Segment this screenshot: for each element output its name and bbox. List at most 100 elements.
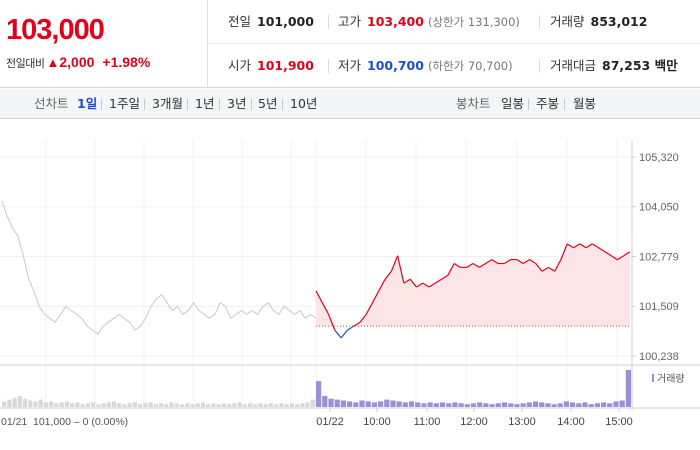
current-price: 103,000 (6, 14, 105, 46)
volume-bar (613, 401, 619, 407)
divider (328, 15, 329, 29)
volume-bar-prev-day (106, 402, 111, 407)
price-segment (478, 262, 486, 268)
volume-bar-prev-day (164, 404, 169, 407)
volume-bar-prev-day (190, 404, 195, 407)
y-tick-label: 101,509 (639, 301, 679, 313)
chart-toolbar: 선차트 1일 1주일 3개월 1년 3년 5년 10년 봉차트 일봉 주봉 월봉 (0, 89, 700, 119)
period-1y-tab[interactable]: 1년 (195, 96, 215, 111)
volume-bar-prev-day (122, 404, 127, 407)
price-segment (347, 325, 355, 331)
volume-bar-prev-day (138, 404, 143, 407)
divider (282, 99, 283, 110)
stat-value: 101,900 (257, 58, 314, 73)
stat-value: 100,700 (367, 58, 424, 73)
stat-high: 고가 103,400 (상한가 131,300) (338, 0, 520, 44)
stats-table: 전일 101,000 고가 103,400 (상한가 131,300) 거래량 853,… (208, 0, 700, 88)
price-segment (321, 302, 330, 315)
divider (219, 99, 220, 110)
price-segment (604, 251, 612, 257)
prev-day-label: 01/21 (1, 416, 27, 428)
price-segment (353, 321, 361, 327)
volume-bar-prev-day (242, 404, 247, 407)
period-5y-tab[interactable]: 5년 (258, 96, 278, 111)
volume-bar (495, 403, 501, 407)
volume-bar-prev-day (33, 401, 38, 407)
price-segment (422, 282, 430, 288)
period-1d-tab[interactable]: 1일 (77, 96, 98, 111)
y-tick-label: 100,238 (639, 351, 679, 363)
divider (101, 99, 102, 110)
price-segment (491, 259, 499, 265)
change-rate: +1.98% (102, 54, 151, 70)
stats-row-1: 전일 101,000 고가 103,400 (상한가 131,300) 거래량 853,… (208, 0, 700, 44)
y-tick-label: 102,779 (639, 252, 679, 264)
volume-bar-prev-day (274, 404, 279, 407)
volume-bar (483, 403, 489, 407)
volume-bar-prev-day (127, 403, 132, 407)
volume-bar (365, 401, 371, 407)
stat-volume: 거래량 853,012 (550, 0, 647, 44)
volume-bar-prev-day (132, 402, 137, 407)
price-segment (485, 259, 493, 265)
price-chart: 105,320 104,050 102,779 101,509 100,238 거래량 01… (0, 120, 700, 450)
volume-bar-prev-day (289, 403, 294, 407)
volume-bar (384, 399, 390, 407)
volume-bar (570, 402, 576, 407)
stats-row-2: 시가 101,900 저가 100,700 (하한가 70,700) 거래대금 87,2… (208, 44, 700, 88)
x-tick-label: 14:00 (557, 416, 585, 428)
lower-limit: (하한가 70,700) (427, 59, 513, 73)
price-segment (598, 247, 606, 253)
volume-bar-prev-day (17, 395, 22, 407)
price-segment (535, 263, 543, 272)
x-tick-label: 01/22 (316, 416, 344, 428)
volume-bar (316, 381, 322, 407)
volume-bar-prev-day (232, 403, 237, 407)
price-segment (428, 282, 436, 288)
volume-bar-prev-day (54, 403, 59, 407)
volume-bar (334, 399, 340, 407)
candle-monthly-tab[interactable]: 월봉 (573, 96, 597, 111)
price-segment (573, 243, 581, 249)
x-tick-label: 13:00 (508, 416, 536, 428)
volume-bar (625, 370, 631, 407)
volume-bar-prev-day (75, 402, 80, 407)
volume-bar (322, 395, 328, 407)
volume-bar-prev-day (117, 403, 122, 407)
volume-bar (359, 400, 365, 407)
volume-bar-prev-day (206, 404, 211, 407)
stat-value: 101,000 (257, 14, 314, 29)
price-segment (541, 266, 549, 272)
price-segment (591, 243, 599, 249)
candle-daily-tab[interactable]: 일봉 (501, 96, 525, 111)
price-segment (384, 270, 392, 280)
candle-chart-label: 봉차트 (456, 96, 491, 111)
candle-weekly-tab[interactable]: 주봉 (536, 96, 560, 111)
volume-bar (601, 402, 607, 407)
stock-summary: 103,000 전일대비 ▲2,000 +1.98% 전일 101,000 고가 103… (0, 0, 700, 88)
price-segment (334, 329, 342, 339)
period-3m-tab[interactable]: 3개월 (152, 96, 183, 111)
price-segment (623, 251, 631, 257)
price-segment (328, 314, 336, 331)
period-10y-tab[interactable]: 10년 (290, 96, 318, 111)
volume-bar-prev-day (153, 404, 158, 407)
period-1w-tab[interactable]: 1주일 (109, 96, 140, 111)
price-chart-svg: 105,320 104,050 102,779 101,509 100,238 거래량 01… (0, 140, 700, 428)
price-segment (371, 290, 380, 303)
divider (328, 59, 329, 73)
volume-bar-prev-day (185, 403, 190, 407)
volume-bar-prev-day (7, 399, 12, 407)
volume-bar (607, 403, 613, 407)
volume-bar (514, 404, 520, 407)
volume-bar (402, 402, 408, 407)
stat-open: 시가 101,900 (228, 44, 314, 88)
volume-bar (390, 400, 396, 407)
change-label: 전일대비 (6, 57, 45, 70)
price-segment (365, 302, 374, 315)
volume-bar-prev-day (43, 402, 49, 407)
volume-bar (576, 403, 582, 407)
period-3y-tab[interactable]: 3년 (227, 96, 247, 111)
volume-bar-prev-day (300, 403, 305, 407)
divider (528, 99, 529, 110)
